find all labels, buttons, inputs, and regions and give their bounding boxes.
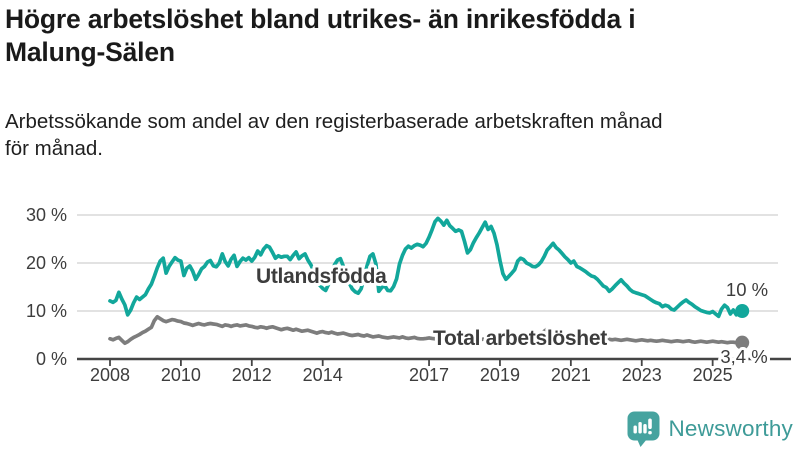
series-label-utlandsfodda: Utlandsfödda	[256, 265, 387, 288]
page-subtitle: Arbetssökande som andel av den registerb…	[5, 108, 790, 163]
page-subtitle-line-1: Arbetssökande som andel av den registerb…	[5, 110, 663, 133]
x-tick-label: 2014	[303, 365, 343, 385]
series-line-total-arbetsloshet	[108, 314, 745, 346]
gridlines: 0 % 10 % 20 % 30 %	[26, 205, 778, 369]
y-tick-label: 0 %	[36, 349, 67, 369]
series-end-dot-total-arbetsloshet	[735, 335, 750, 350]
x-tick-label: 2012	[232, 365, 272, 385]
page-title: Högre arbetslöshet bland utrikes- än inr…	[5, 3, 775, 69]
x-tick-label: 2021	[551, 365, 591, 385]
page-title-line-1: Högre arbetslöshet bland utrikes- än inr…	[5, 4, 636, 34]
line-chart: 0 % 10 % 20 % 30 % 2008 2010 2012 2014 2017 2019…	[26, 205, 791, 385]
annotations: Utlandsfödda 10 % Total arbetslöshet 3,4 %	[253, 262, 771, 370]
x-tick-label: 2019	[480, 365, 520, 385]
series-end-value-label: 10 %	[726, 279, 768, 300]
newsworthy-wordmark: Newsworthy	[668, 416, 793, 441]
series-lines	[108, 216, 745, 346]
page-subtitle-line-2: för månad.	[5, 137, 103, 161]
series-label-total-arbetsloshet: Total arbetslöshet	[433, 327, 607, 350]
y-tick-label: 10 %	[26, 301, 67, 321]
page-title-line-2: Malung-Sälen	[5, 36, 175, 67]
newsworthy-logo[interactable]: Newsworthy	[627, 411, 793, 447]
series-end-value-label: 3,4 %	[720, 346, 767, 367]
x-tick-label: 2010	[161, 365, 201, 385]
newsworthy-speech-bubble-chart-icon	[627, 411, 660, 447]
series-end-dot-utlandsfodda	[735, 304, 750, 318]
y-tick-label: 20 %	[26, 253, 67, 273]
x-tick-label: 2008	[90, 365, 130, 385]
x-tick-label: 2025	[693, 365, 733, 385]
y-tick-label: 30 %	[26, 205, 67, 225]
series-line-utlandsfodda	[108, 216, 745, 319]
x-tick-label: 2017	[409, 365, 449, 385]
x-axis: 2008 2010 2012 2014 2017 2019 2021 2023 2025	[77, 357, 791, 385]
x-tick-label: 2023	[622, 365, 662, 385]
